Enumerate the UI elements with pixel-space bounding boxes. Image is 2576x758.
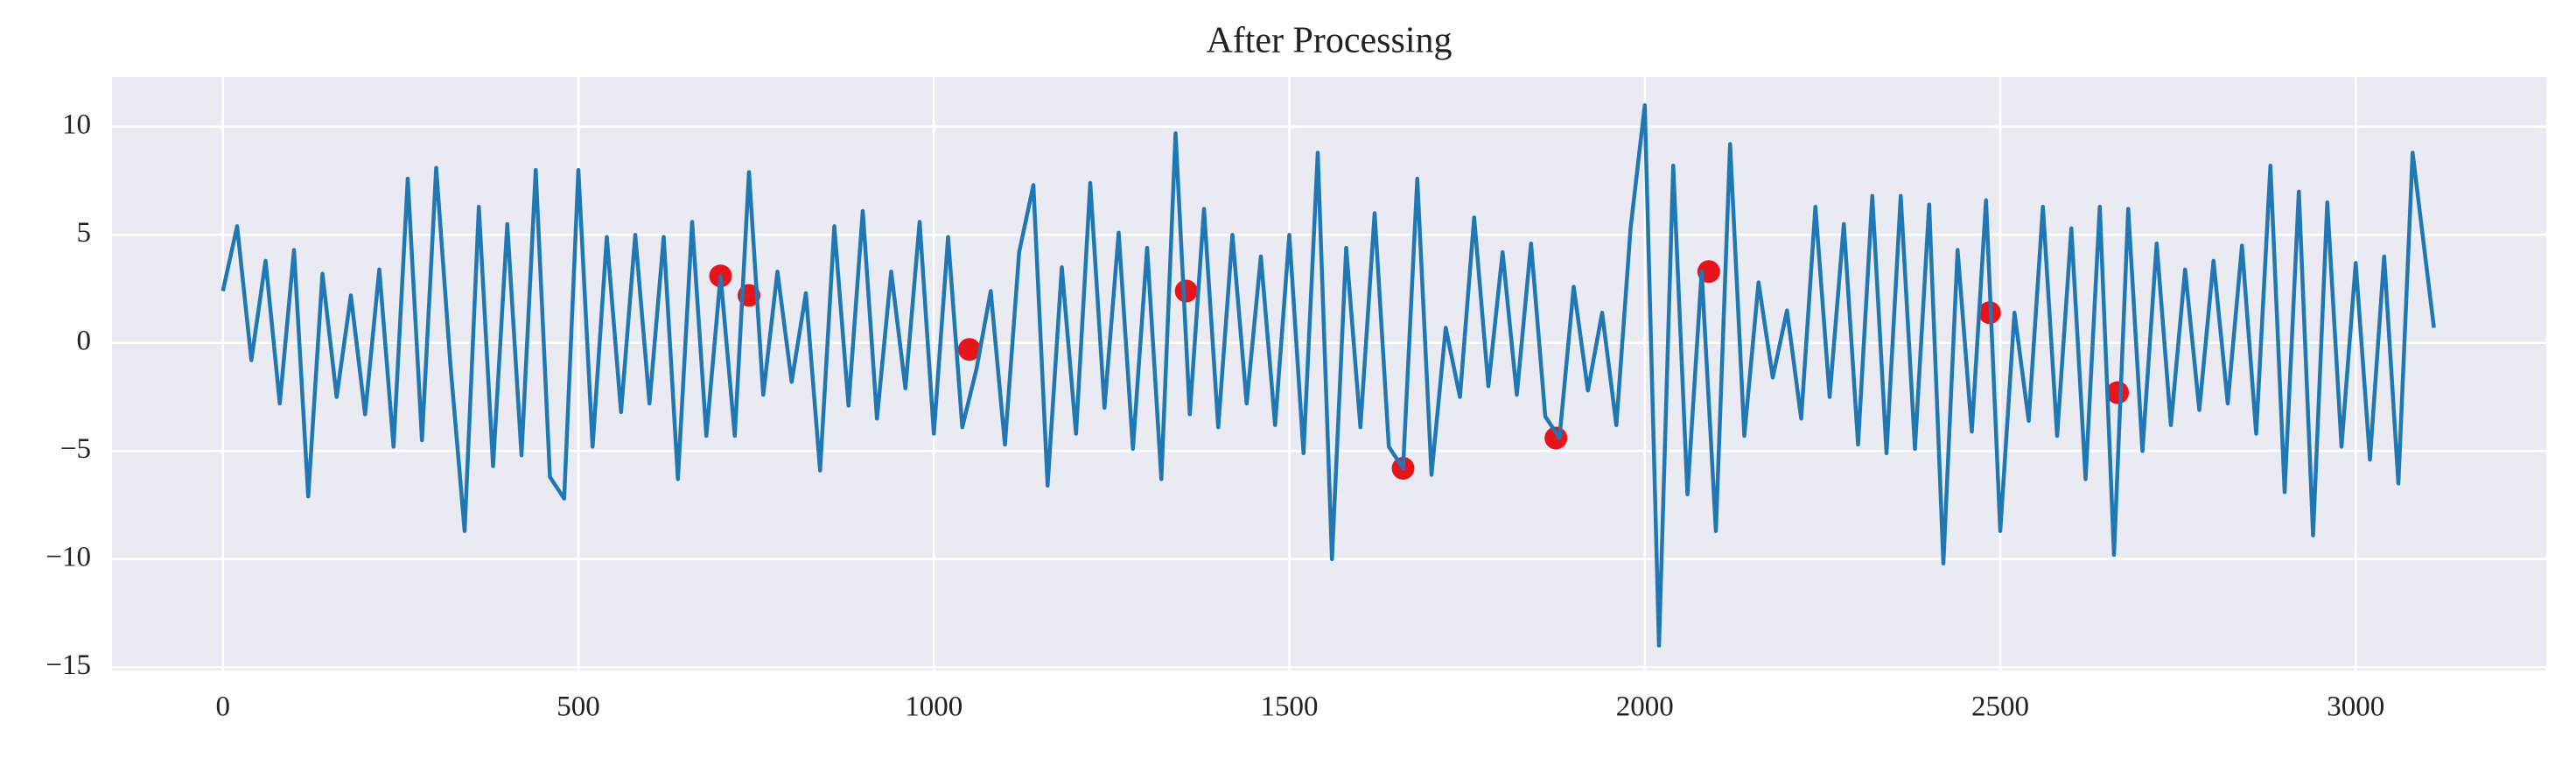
y-tick-label: 5 [77, 217, 92, 249]
scatter-point [1174, 279, 1198, 303]
x-tick-label: 0 [216, 691, 231, 723]
x-tick-label: 3000 [2327, 691, 2384, 723]
x-tick-label: 2500 [1971, 691, 2029, 723]
y-tick-label: −10 [46, 541, 91, 572]
scatter-point [957, 338, 981, 361]
x-tick-label: 1000 [905, 691, 962, 723]
y-tick-label: 0 [77, 325, 92, 356]
y-tick-label: 10 [62, 109, 91, 140]
y-tick-label: −5 [60, 433, 91, 465]
x-tick-label: 2000 [1616, 691, 1674, 723]
chart-title: After Processing [1206, 21, 1452, 61]
x-tick-label: 500 [556, 691, 600, 723]
y-tick-label: −15 [46, 649, 91, 681]
plot-area [112, 77, 2546, 670]
scatter-point [2106, 381, 2130, 404]
x-tick-label: 1500 [1261, 691, 1319, 723]
series-line [220, 102, 2436, 648]
